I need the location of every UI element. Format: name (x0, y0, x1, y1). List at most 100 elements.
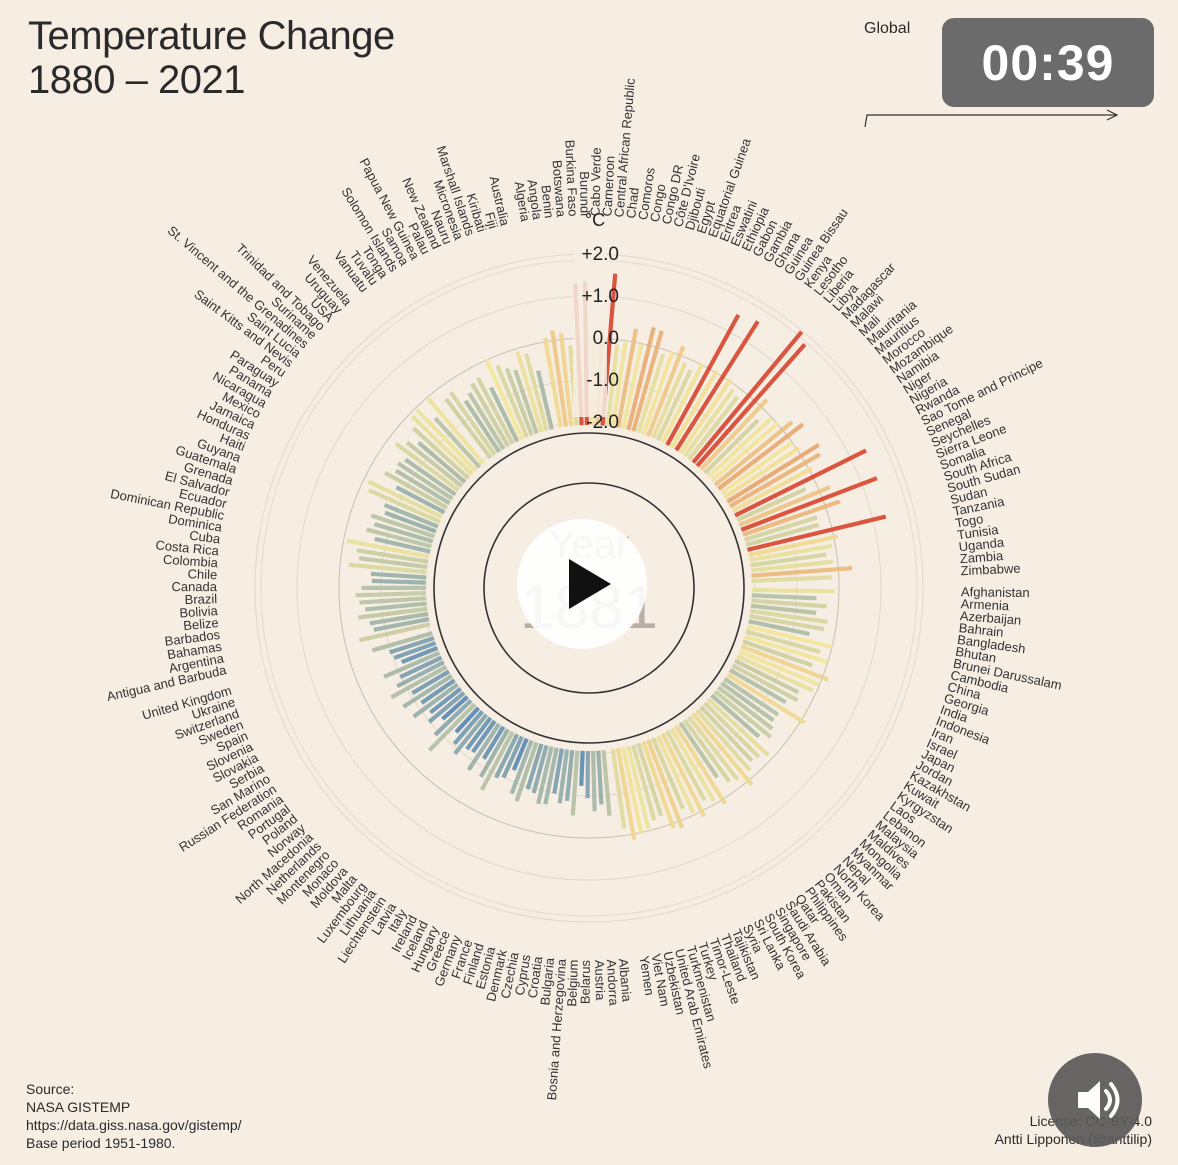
bar-mongolia (706, 697, 770, 757)
country-label: Azerbaijan (959, 608, 1021, 628)
bar-equatorial-guinea (641, 350, 675, 436)
bar-palau (489, 386, 520, 443)
bar-mauritius (713, 420, 794, 487)
bar-samoa (470, 382, 510, 448)
bar-cambodia (746, 624, 833, 649)
country-label: Algeria (511, 180, 533, 223)
bar-liechtenstein (466, 722, 501, 772)
bar-cuba (358, 556, 428, 570)
bar-slovakia (396, 660, 445, 689)
bar-estonia (531, 744, 549, 794)
tick-background (573, 219, 607, 417)
global-label: Global (864, 20, 911, 37)
country-label: Burkina Faso (562, 140, 580, 217)
bar-andorra (596, 750, 604, 805)
bar-azerbaijan (751, 598, 827, 609)
bar-tuvalu (449, 391, 497, 457)
bar-united-arab-emirates (626, 745, 651, 830)
bar-guinea-bissau (678, 378, 733, 455)
bar-finland (525, 743, 544, 790)
video-timer: 00:39 (942, 18, 1154, 107)
bar-lebanon (717, 685, 774, 731)
bar-congo-dr (621, 343, 644, 430)
bar-uzbekistan (620, 746, 644, 835)
country-label: Burundi (577, 171, 593, 216)
country-label: Botswana (549, 160, 568, 219)
country-label: Croatia (525, 955, 546, 999)
title-line-2: 1880 – 2021 (28, 58, 245, 102)
bar-sweden (400, 646, 439, 665)
country-label: Brazil (184, 591, 217, 607)
country-label: Belize (183, 615, 220, 633)
bar-djibouti (631, 330, 664, 432)
source-url: https://data.giss.nasa.gov/gistemp/ (26, 1117, 242, 1133)
country-label: Bhutan (954, 644, 997, 666)
bar-kiribati (515, 351, 544, 433)
country-label: Andorra (604, 959, 622, 1007)
base-period: Base period 1951-1980. (26, 1135, 176, 1151)
tick-label: +1.0 (581, 286, 619, 307)
bar-dominica (356, 548, 429, 564)
bar-angola (550, 330, 569, 427)
bar-spain (383, 650, 441, 679)
bar-italy (479, 728, 510, 778)
bar-tajikistan (650, 737, 686, 810)
bar-norway (427, 691, 466, 724)
bar-antigua-and-barbuda (358, 622, 431, 643)
country-label: Belarus (578, 959, 593, 1004)
bar-hungary (501, 735, 524, 779)
bar-ghana (669, 369, 719, 449)
sound-button[interactable] (1048, 1053, 1142, 1147)
bar-egypt (636, 353, 666, 434)
bar-dominican-republic (346, 538, 430, 559)
bar-colombia (370, 571, 427, 580)
bar-liberia (691, 330, 804, 464)
bar-armenia (751, 593, 817, 601)
bar-eritrea (646, 345, 686, 437)
bar-mexico (395, 485, 446, 515)
country-label: Bahrain (958, 620, 1004, 640)
bar-fiji (524, 353, 549, 432)
bar-montenegro (427, 702, 477, 752)
bar-gambia (665, 313, 741, 446)
bar-portugal (412, 682, 459, 719)
bar-switzerland (393, 641, 437, 660)
bar-syria (655, 734, 696, 814)
bar-myanmar (703, 701, 761, 759)
title-line-1: Temperature Change (28, 14, 395, 58)
bar-vanuatu (444, 397, 493, 460)
bar-iceland (494, 733, 520, 779)
bar-yemen (610, 748, 627, 829)
bar-latvia (481, 725, 506, 760)
bar-togo (749, 543, 833, 563)
bar-jordan (731, 663, 799, 703)
bar-bolivia (359, 596, 427, 605)
bar-saint-lucia (405, 440, 464, 488)
bar-zambia (751, 565, 853, 578)
country-label: Zambia (959, 548, 1004, 566)
tick-label: 0.0 (593, 328, 619, 349)
speaker-icon (1078, 1081, 1120, 1119)
bar-grenada (373, 522, 434, 544)
bar-somalia (742, 499, 841, 537)
country-label: Cyprus (512, 953, 534, 997)
play-button[interactable] (517, 519, 647, 649)
country-label: Canada (171, 579, 217, 594)
bar-luxembourg (465, 716, 493, 751)
bar-st-vincent-and-the-grenadines (417, 440, 467, 484)
bar-uganda (750, 559, 833, 573)
bar-kazakhstan (728, 668, 787, 705)
bar-chile (371, 578, 427, 585)
bar-israel (736, 654, 814, 693)
country-label: Cameroon (599, 155, 617, 216)
bar-morocco (717, 422, 805, 491)
bar-bahrain (750, 603, 817, 615)
unit-label: °C (585, 210, 605, 230)
bar-micronesia (504, 367, 534, 437)
bar-slovenia (399, 655, 443, 679)
bar-austria (591, 750, 597, 812)
bar-tanzania (748, 534, 839, 558)
bar-netherlands (433, 698, 473, 737)
bar-bulgaria (564, 749, 575, 802)
bar-sri-lanka (660, 732, 706, 817)
